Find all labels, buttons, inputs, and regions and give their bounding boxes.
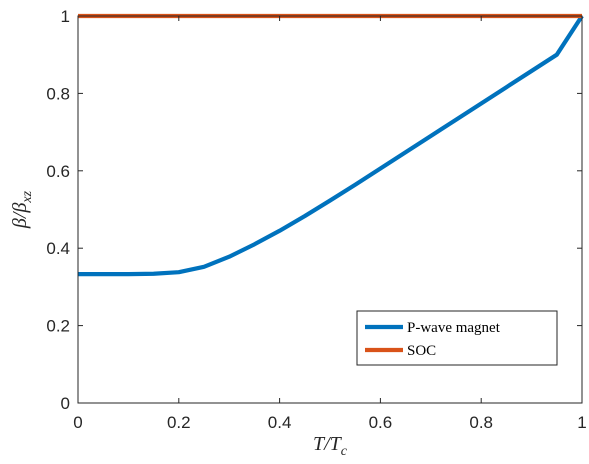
- axes-box: [77, 15, 583, 404]
- x-tick-label: 1: [577, 413, 586, 432]
- x-tick-label: 0.8: [469, 413, 493, 432]
- y-tick-label: 0.2: [46, 317, 70, 336]
- y-tick-label: 0.8: [46, 84, 70, 103]
- x-axis-label: T/Tc: [313, 433, 348, 459]
- y-tick-label: 0.4: [46, 239, 70, 258]
- y-tick-label: 0: [61, 394, 70, 413]
- x-tick-label: 0: [73, 413, 82, 432]
- y-tick-label: 0.6: [46, 162, 70, 181]
- axis-titles: T/Tc β/βxz: [9, 190, 348, 459]
- y-tick-label: 1: [61, 7, 70, 26]
- legend: P-wave magnet SOC: [356, 310, 558, 366]
- legend-label-p-wave-magnet: P-wave magnet: [407, 320, 501, 336]
- x-tick-label: 0.4: [268, 413, 292, 432]
- x-tick-label: 0.6: [369, 413, 393, 432]
- x-tick-label: 0.2: [167, 413, 191, 432]
- y-axis-label: β/βxz: [9, 190, 35, 229]
- axes-layer: 0 0.2 0.4 0.6 0.8 1 0 0.2 0.4 0.6 0.8 1: [46, 7, 586, 432]
- legend-label-soc: SOC: [407, 343, 436, 359]
- series-line-p-wave-magnet: [78, 14, 584, 277]
- legend-box: [356, 310, 558, 366]
